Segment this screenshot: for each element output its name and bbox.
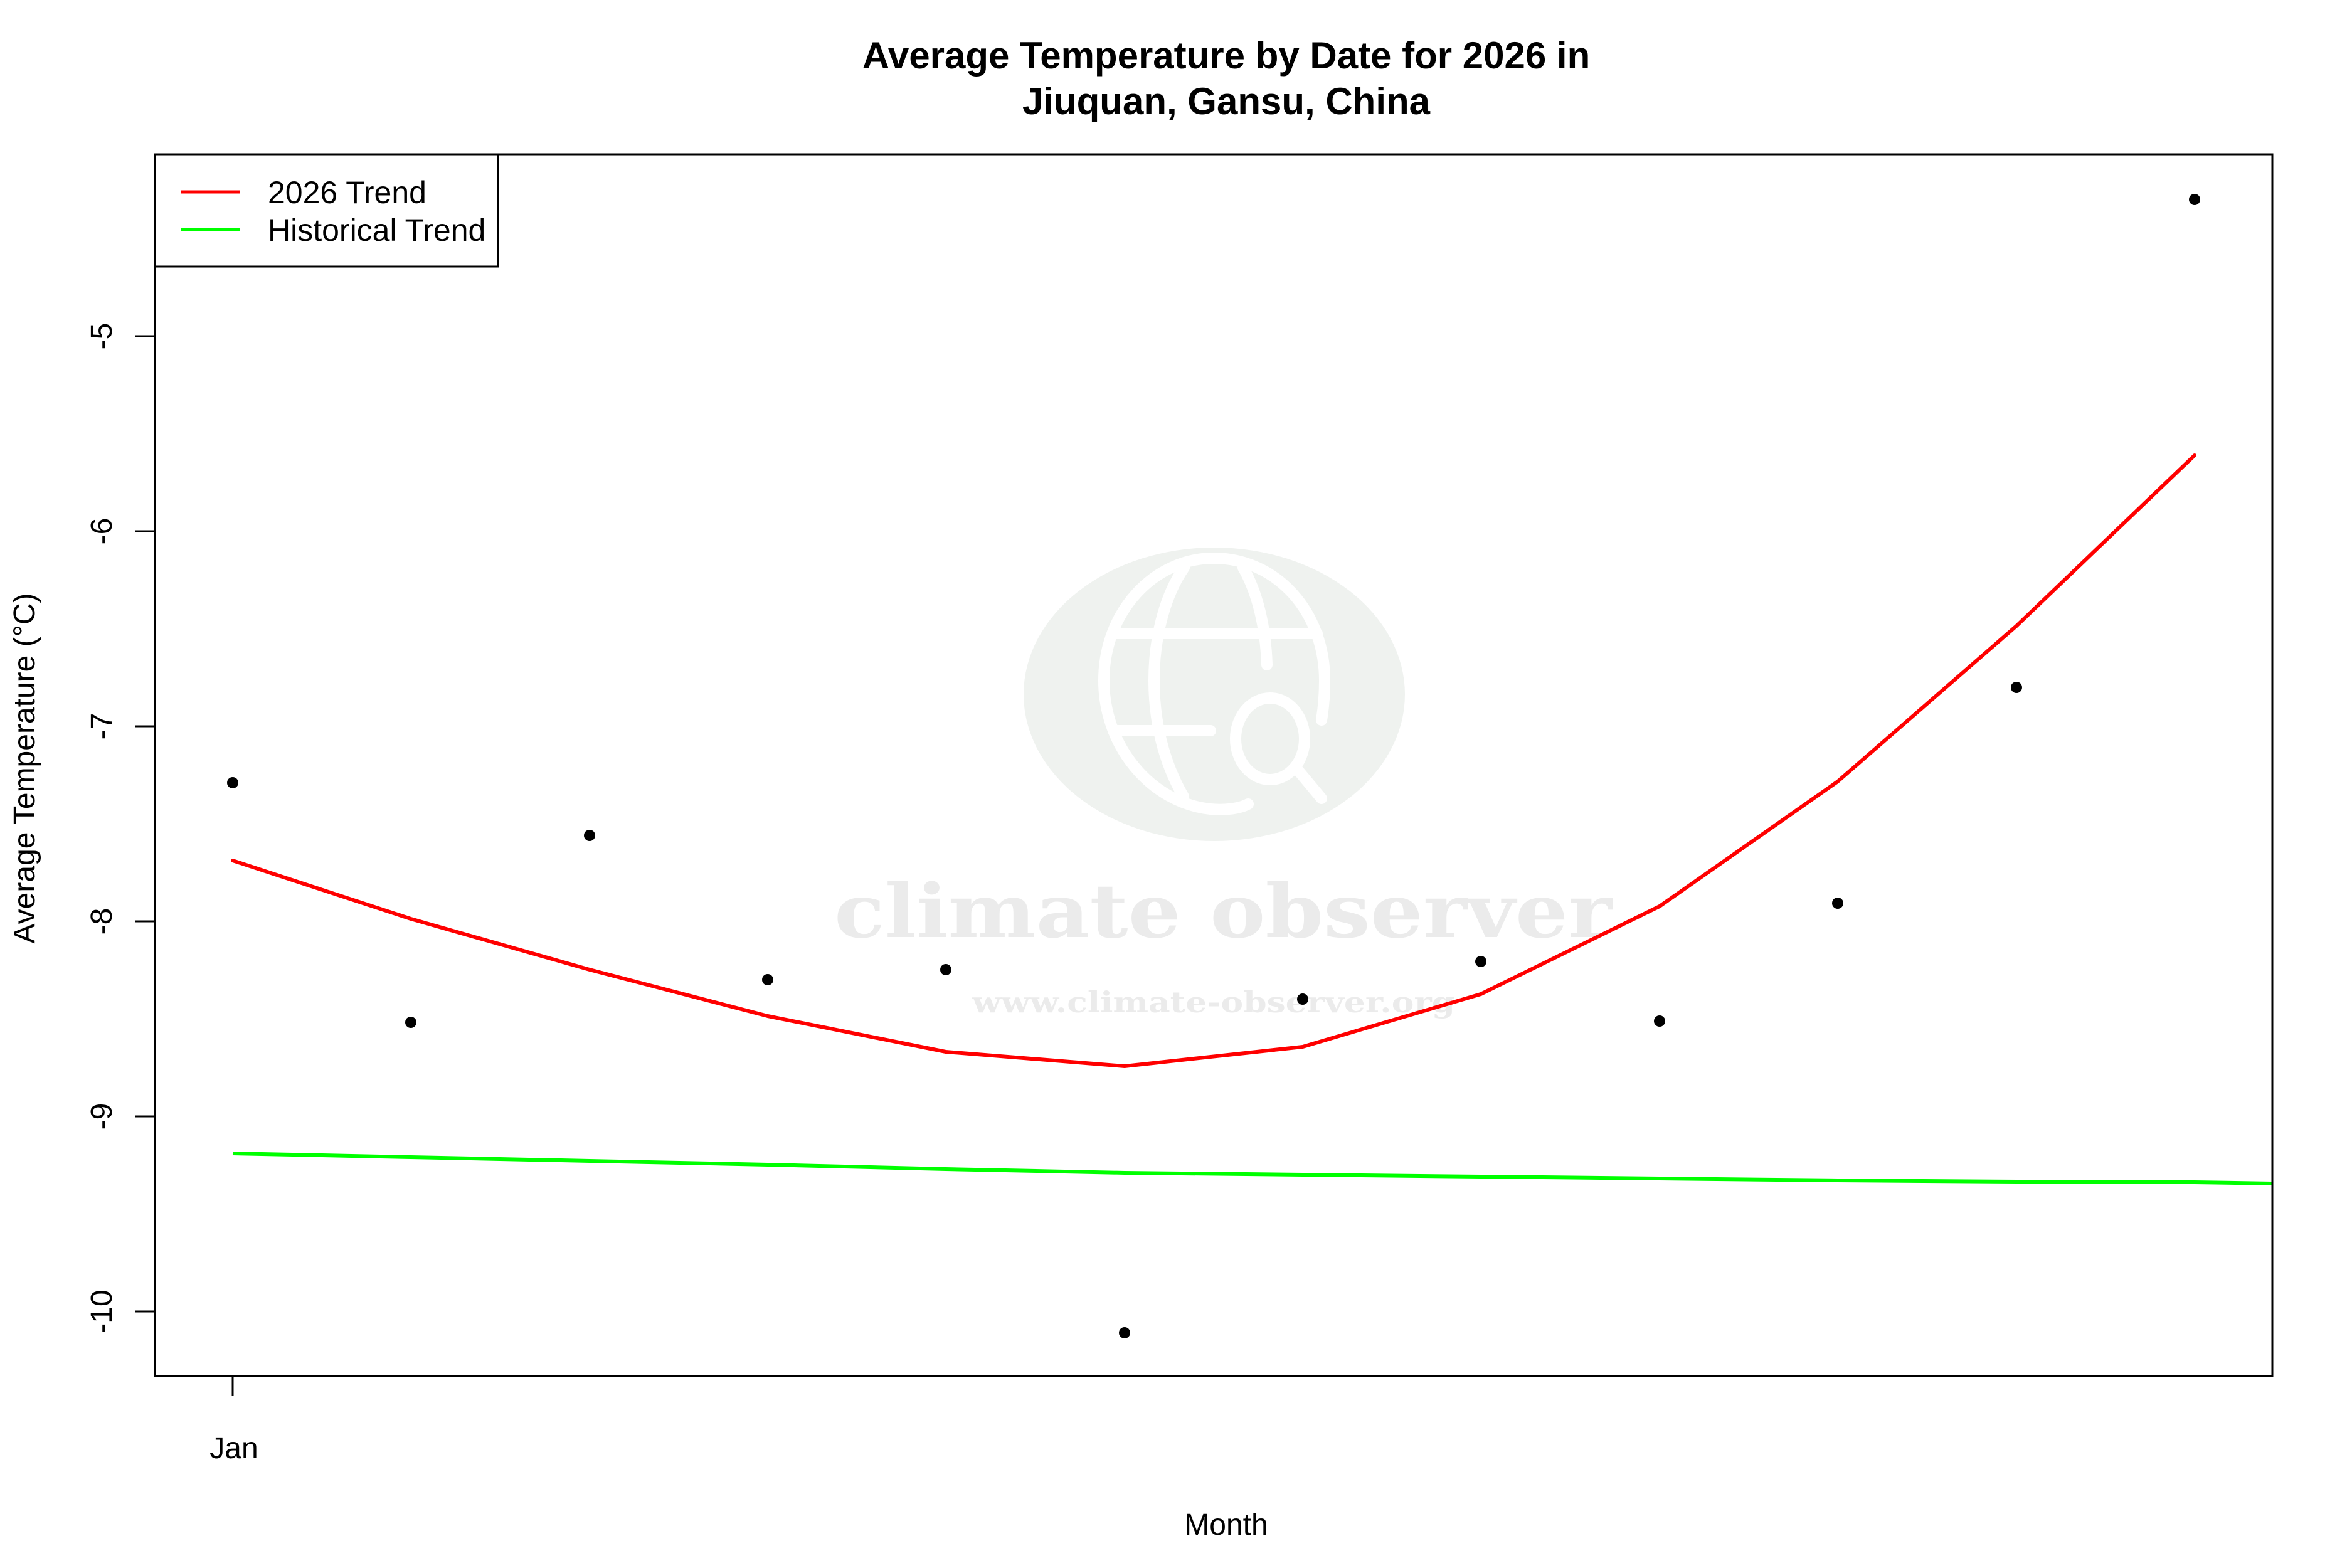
y-axis: -5 -6 -7 -8 -9 -10 Average Temperature (… [8, 323, 155, 1333]
y-tick-label: -5 [85, 323, 119, 350]
y-tick-label: -9 [85, 1103, 119, 1130]
historical-trend-line [232, 1152, 2273, 1185]
y-tick-label: -10 [85, 1290, 119, 1333]
observed-points [227, 194, 2200, 1338]
data-point-apr [762, 974, 773, 985]
legend-label-historical: Historical Trend [268, 213, 485, 248]
data-point-sep [1654, 1015, 1665, 1027]
chart-title-line2: Jiuquan, Gansu, China [1022, 80, 1431, 122]
y-tick-label: -8 [85, 908, 119, 935]
trend-2026-line [231, 453, 2196, 1068]
globe-search-icon [1098, 552, 1331, 815]
data-point-jun [1119, 1327, 1130, 1338]
data-point-nov [2011, 682, 2022, 693]
data-point-may [940, 964, 951, 975]
y-axis-label: Average Temperature (°C) [8, 593, 41, 943]
y-tick-label: -6 [85, 518, 119, 545]
chart-title-line1: Average Temperature by Date for 2026 in [862, 34, 1590, 77]
legend-label-2026: 2026 Trend [268, 175, 426, 210]
data-point-oct [1832, 898, 1843, 909]
plot-frame [154, 153, 2274, 1377]
data-point-dec [2189, 194, 2200, 205]
legend: 2026 Trend Historical Trend [154, 153, 499, 268]
data-point-feb [405, 1017, 416, 1028]
y-tick-label: -7 [85, 713, 119, 740]
data-point-mar [584, 830, 595, 841]
data-point-jan [227, 777, 238, 788]
data-point-aug [1475, 956, 1486, 967]
x-tick-label-jan: Jan [209, 1432, 258, 1465]
data-point-jul [1297, 993, 1308, 1005]
watermark-url: www.climate-observer.org [972, 985, 1455, 1019]
watermark: climate observer www.climate-observer.or… [834, 548, 1613, 1019]
watermark-brand: climate observer [834, 867, 1613, 955]
watermark-badge [1024, 548, 1405, 841]
legend-box [154, 153, 499, 268]
x-axis-label: Month [1184, 1508, 1268, 1542]
x-axis: Jan Month [209, 1376, 1268, 1542]
